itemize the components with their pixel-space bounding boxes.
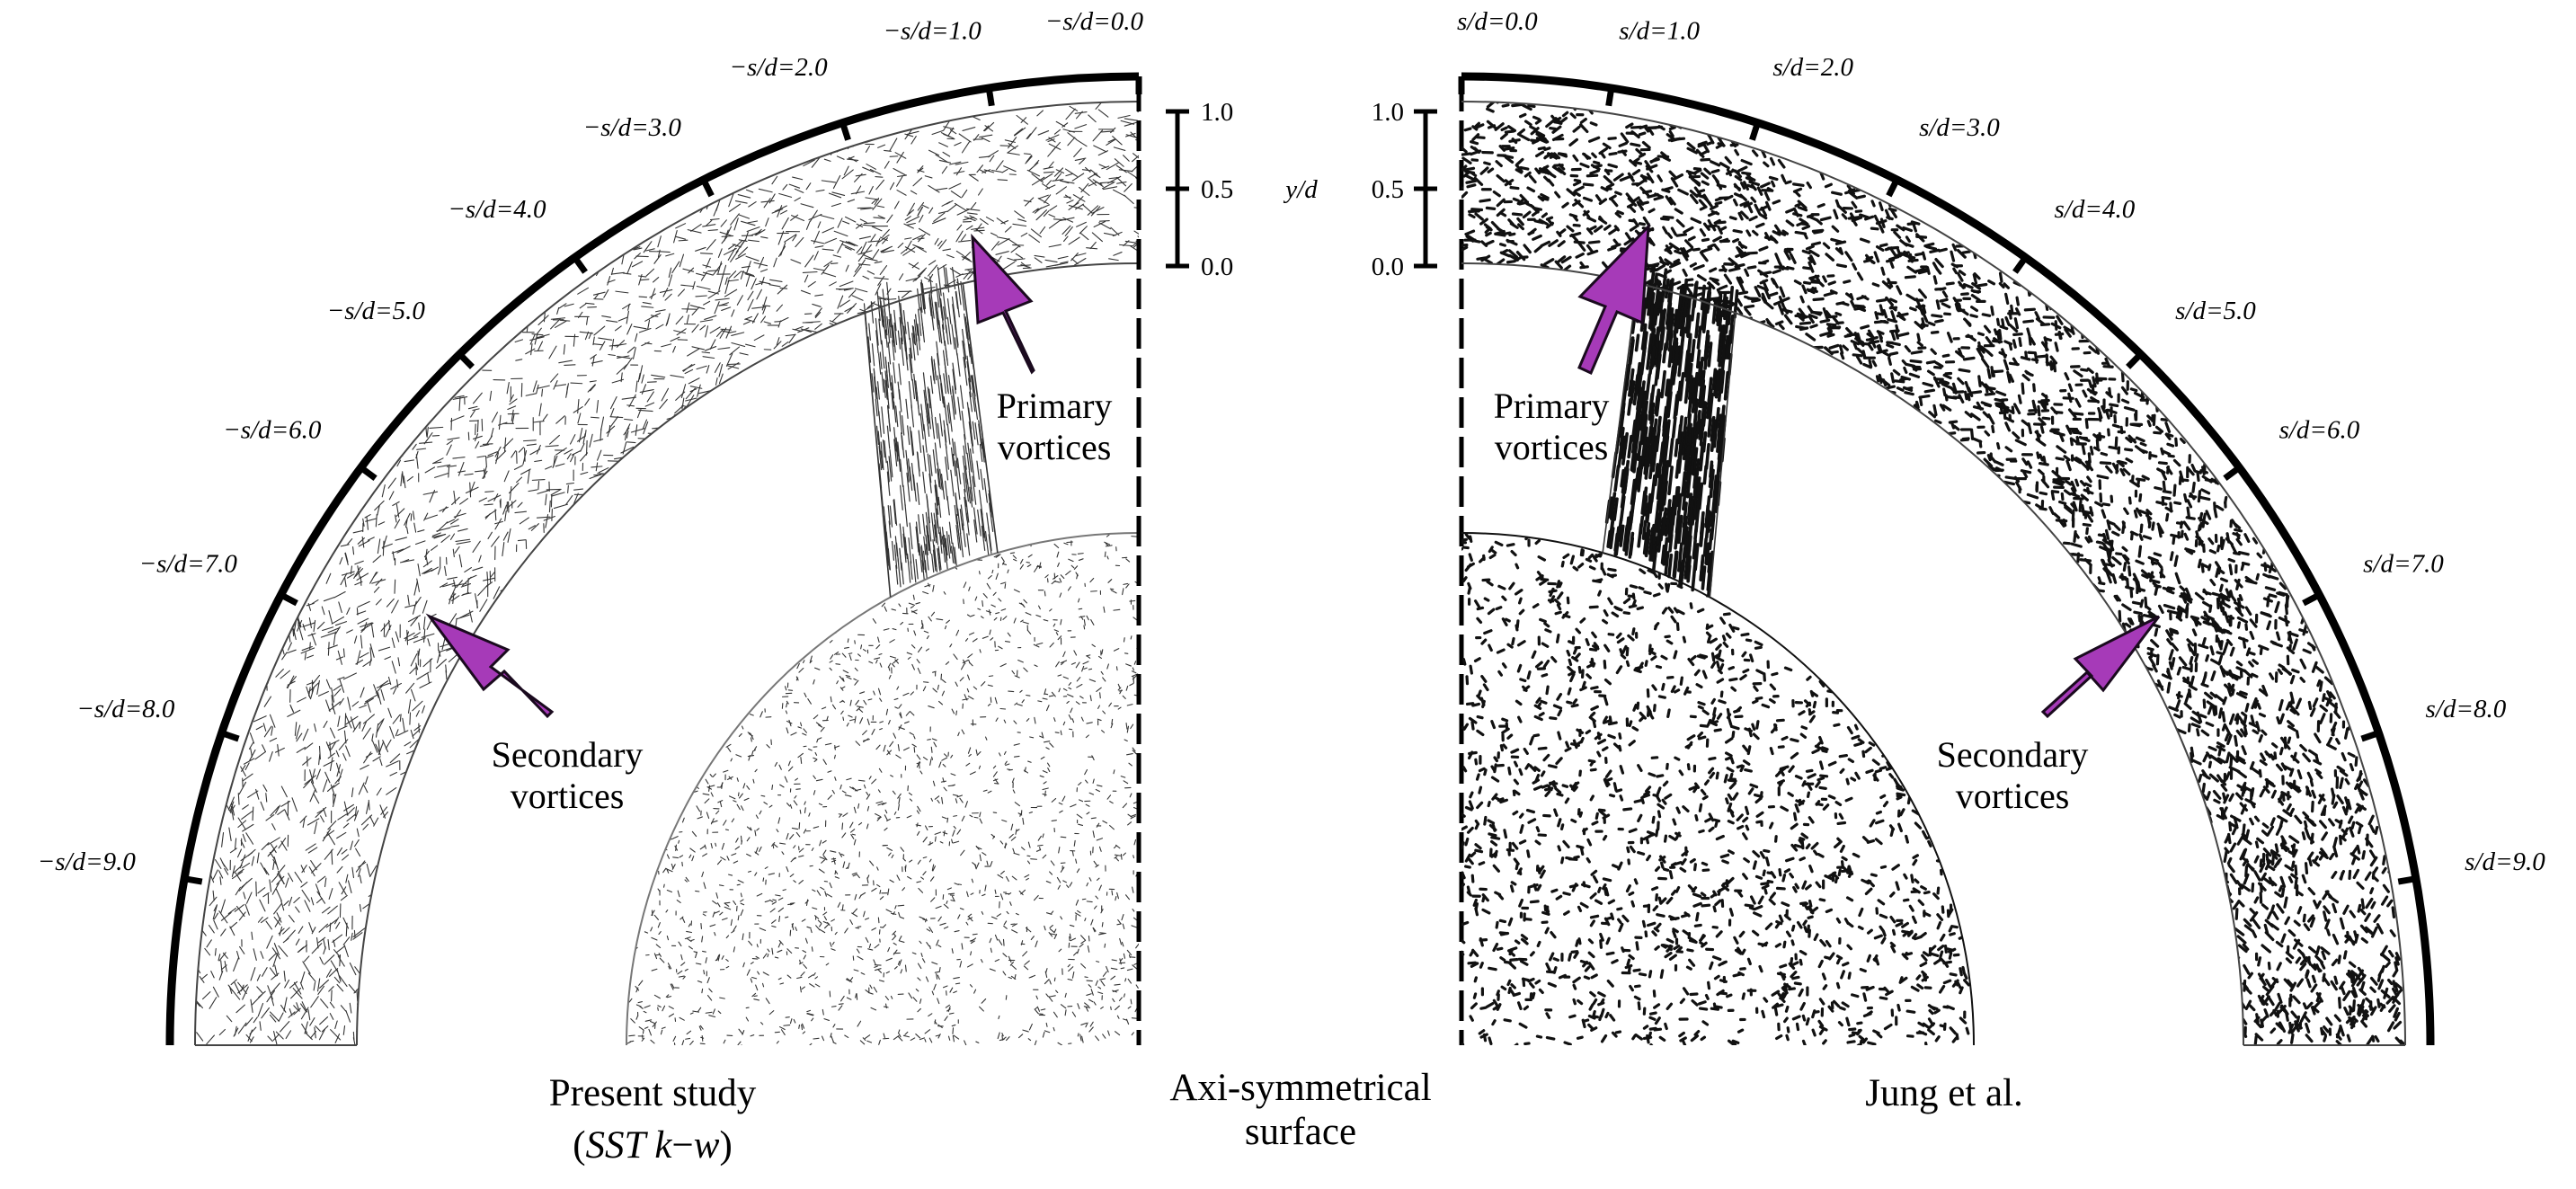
right-secondary-label-1: Secondary (1937, 734, 2089, 775)
yd-scale-left: 1.0 0.5 0.0 (1166, 98, 1233, 281)
left-primary-label-2: vortices (998, 427, 1112, 467)
right-station-tick (2397, 875, 2417, 885)
right-station-label: s/d=6.0 (2279, 415, 2360, 444)
right-station-label: s/d=5.0 (2175, 297, 2256, 325)
yd-left-tick-1: 1.0 (1201, 98, 1233, 127)
right-station-tick (2302, 591, 2322, 607)
left-secondary-label-2: vortices (511, 776, 625, 816)
left-station-tick (700, 178, 715, 198)
right-station-ticks (1458, 76, 2417, 885)
right-station-label: s/d=0.0 (1457, 7, 1538, 36)
left-station-label: −s/d=9.0 (38, 847, 137, 876)
right-station-tick (2012, 255, 2029, 274)
right-velocity-field (1461, 102, 2405, 1045)
left-station-tick (985, 87, 995, 107)
left-geometry (165, 72, 1140, 1046)
right-station-label: s/d=7.0 (2363, 549, 2444, 578)
right-caption: Jung et al. (1865, 1072, 2023, 1114)
left-velocity-field (195, 102, 1139, 1045)
left-station-label: −s/d=1.0 (883, 17, 982, 46)
axis-label-line-2: surface (1245, 1111, 1356, 1153)
left-station-label: −s/d=7.0 (139, 549, 238, 578)
left-caption-line-2: (SST k−w) (573, 1124, 733, 1167)
axis-label-line-1: Axi-symmetrical (1169, 1067, 1431, 1109)
left-station-labels: −s/d=0.0 −s/d=1.0 −s/d=2.0 −s/d=3.0 −s/d=4.0… (38, 7, 1144, 876)
left-primary-label-1: Primary (997, 386, 1113, 426)
left-station-tick (183, 875, 203, 885)
left-station-tick (572, 255, 588, 274)
left-station-label: −s/d=8.0 (76, 695, 175, 723)
right-secondary-label-2: vortices (1956, 776, 2070, 816)
left-station-label: −s/d=5.0 (327, 297, 426, 325)
right-station-tick (1749, 121, 1761, 141)
left-station-label: −s/d=3.0 (583, 113, 682, 142)
left-primary-arrow (971, 233, 1035, 375)
right-station-label: s/d=3.0 (1919, 113, 2000, 142)
right-station-label: s/d=8.0 (2426, 695, 2507, 723)
right-geometry (1461, 72, 2435, 1046)
right-primary-label-1: Primary (1494, 386, 1610, 426)
yd-right-tick-0: 0.0 (1372, 253, 1404, 281)
right-station-label: s/d=9.0 (2465, 847, 2545, 876)
left-station-tick (279, 591, 298, 607)
left-secondary-label-1: Secondary (492, 734, 644, 775)
yd-right-tick-1: 1.0 (1372, 98, 1404, 127)
yd-scale-right: 1.0 0.5 0.0 (1372, 98, 1437, 281)
right-station-labels: s/d=0.0 s/d=1.0 s/d=2.0 s/d=3.0 s/d=4.0 s/d=5… (1457, 7, 2545, 876)
right-panel: s/d=0.0 s/d=1.0 s/d=2.0 s/d=3.0 s/d=4.0 s/d=5… (1457, 7, 2545, 1114)
yd-left-tick-0: 0.0 (1201, 253, 1233, 281)
right-station-tick (1886, 178, 1900, 198)
yd-right-tick-05: 0.5 (1372, 175, 1404, 204)
right-station-tick (1605, 87, 1615, 107)
yd-axis-label: y/d (1283, 175, 1318, 204)
left-station-label: −s/d=2.0 (729, 53, 828, 82)
left-station-ticks (183, 76, 1142, 885)
left-station-tick (457, 351, 475, 369)
right-station-label: s/d=2.0 (1772, 53, 1853, 82)
right-primary-label-2: vortices (1495, 427, 1609, 467)
right-primary-arrow (1577, 223, 1650, 376)
left-caption-line-1: Present study (549, 1072, 757, 1114)
left-station-label: −s/d=0.0 (1045, 7, 1144, 36)
right-station-tick (2223, 465, 2242, 482)
left-station-label: −s/d=6.0 (223, 415, 322, 444)
right-station-tick (2126, 351, 2144, 369)
left-station-tick (359, 465, 378, 482)
left-secondary-arrow (425, 613, 555, 719)
right-station-tick (2360, 730, 2380, 742)
left-station-tick (839, 121, 851, 141)
right-secondary-arrow (2040, 615, 2161, 719)
left-station-label: −s/d=4.0 (448, 195, 546, 224)
axis-symmetry-lines (1136, 81, 1464, 1045)
right-station-label: s/d=1.0 (1619, 17, 1700, 46)
left-panel: −s/d=0.0 −s/d=1.0 −s/d=2.0 −s/d=3.0 −s/d=4.0… (38, 7, 1144, 1167)
yd-left-tick-05: 0.5 (1201, 175, 1233, 204)
left-station-tick (220, 730, 240, 742)
right-station-label: s/d=4.0 (2055, 195, 2136, 224)
